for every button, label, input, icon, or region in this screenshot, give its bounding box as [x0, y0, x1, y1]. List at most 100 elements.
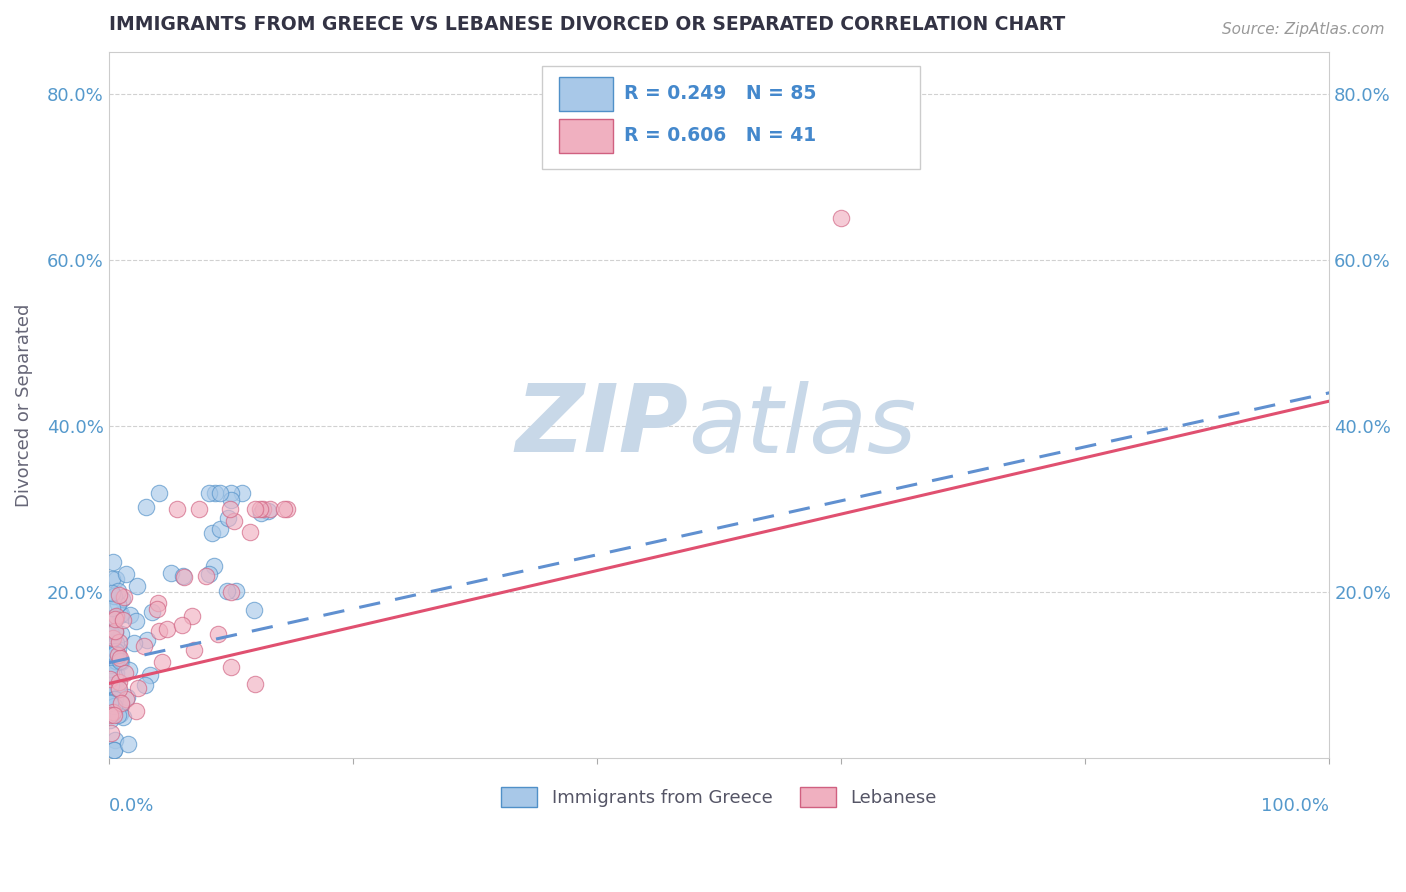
- Point: [107, 708, 129, 723]
- Point: [259, 502, 281, 516]
- Point: [101, 601, 124, 615]
- Point: [207, 626, 229, 640]
- Point: [108, 635, 131, 649]
- Point: [110, 655, 132, 669]
- Point: [256, 504, 278, 518]
- Point: [107, 680, 129, 694]
- Point: [110, 626, 132, 640]
- Point: [111, 592, 134, 607]
- Point: [231, 485, 253, 500]
- Point: [188, 502, 211, 516]
- Point: [224, 515, 246, 529]
- Point: [104, 644, 127, 658]
- Point: [105, 654, 128, 668]
- Point: [107, 650, 129, 665]
- Point: [103, 640, 125, 655]
- Point: [101, 572, 124, 586]
- Point: [134, 678, 156, 692]
- Point: [110, 697, 132, 711]
- Text: ZIP: ZIP: [516, 381, 689, 473]
- Point: [104, 732, 127, 747]
- Point: [156, 622, 179, 636]
- Point: [219, 660, 242, 674]
- Point: [98, 635, 121, 649]
- Point: [104, 624, 127, 639]
- Point: [101, 705, 124, 719]
- Point: [103, 691, 125, 706]
- Point: [107, 641, 129, 656]
- Point: [108, 650, 131, 665]
- Point: [100, 695, 122, 709]
- Point: [209, 485, 232, 500]
- Text: R = 0.249   N = 85: R = 0.249 N = 85: [624, 84, 815, 103]
- Point: [134, 639, 156, 653]
- Point: [103, 699, 125, 714]
- Point: [100, 678, 122, 692]
- Text: 100.0%: 100.0%: [1261, 797, 1329, 815]
- Point: [98, 696, 121, 710]
- Point: [204, 485, 226, 500]
- Point: [127, 681, 149, 695]
- Point: [225, 584, 247, 599]
- FancyBboxPatch shape: [560, 77, 613, 111]
- Point: [250, 506, 273, 520]
- Point: [108, 654, 131, 668]
- Point: [103, 631, 125, 645]
- Text: R = 0.606   N = 41: R = 0.606 N = 41: [624, 126, 815, 145]
- Point: [120, 608, 142, 623]
- Point: [114, 666, 136, 681]
- Point: [201, 526, 224, 541]
- Point: [103, 610, 125, 624]
- Point: [100, 658, 122, 673]
- Point: [252, 502, 274, 516]
- Point: [172, 569, 194, 583]
- Point: [160, 566, 183, 580]
- Point: [100, 626, 122, 640]
- Point: [148, 624, 170, 638]
- Point: [100, 726, 122, 740]
- Point: [146, 602, 169, 616]
- Point: [103, 642, 125, 657]
- Point: [215, 584, 238, 599]
- Point: [173, 570, 195, 584]
- Legend: Immigrants from Greece, Lebanese: Immigrants from Greece, Lebanese: [492, 778, 946, 816]
- Point: [107, 584, 129, 599]
- Point: [107, 648, 129, 662]
- Point: [183, 643, 205, 657]
- Point: [195, 568, 218, 582]
- Point: [103, 743, 125, 757]
- Point: [108, 588, 131, 602]
- Point: [166, 502, 188, 516]
- Point: [103, 589, 125, 603]
- Point: [115, 690, 138, 704]
- Point: [103, 649, 125, 664]
- Point: [150, 655, 173, 669]
- Point: [122, 636, 145, 650]
- Point: [101, 707, 124, 722]
- Point: [198, 566, 221, 581]
- Point: [141, 605, 163, 619]
- Point: [107, 674, 129, 689]
- Point: [104, 648, 127, 662]
- Point: [243, 603, 266, 617]
- Point: [239, 524, 262, 539]
- Text: 0.0%: 0.0%: [108, 797, 155, 815]
- Point: [136, 633, 159, 648]
- Point: [118, 663, 141, 677]
- Point: [110, 607, 132, 621]
- Point: [139, 668, 162, 682]
- Point: [276, 502, 298, 516]
- Text: atlas: atlas: [689, 381, 917, 472]
- Point: [170, 618, 193, 632]
- FancyBboxPatch shape: [560, 120, 613, 153]
- Point: [107, 597, 129, 611]
- Text: Source: ZipAtlas.com: Source: ZipAtlas.com: [1222, 22, 1385, 37]
- Point: [103, 743, 125, 757]
- Point: [125, 705, 148, 719]
- Point: [101, 647, 124, 661]
- FancyBboxPatch shape: [541, 66, 921, 169]
- Point: [108, 682, 131, 697]
- Point: [202, 558, 225, 573]
- Point: [105, 572, 128, 586]
- Point: [198, 485, 221, 500]
